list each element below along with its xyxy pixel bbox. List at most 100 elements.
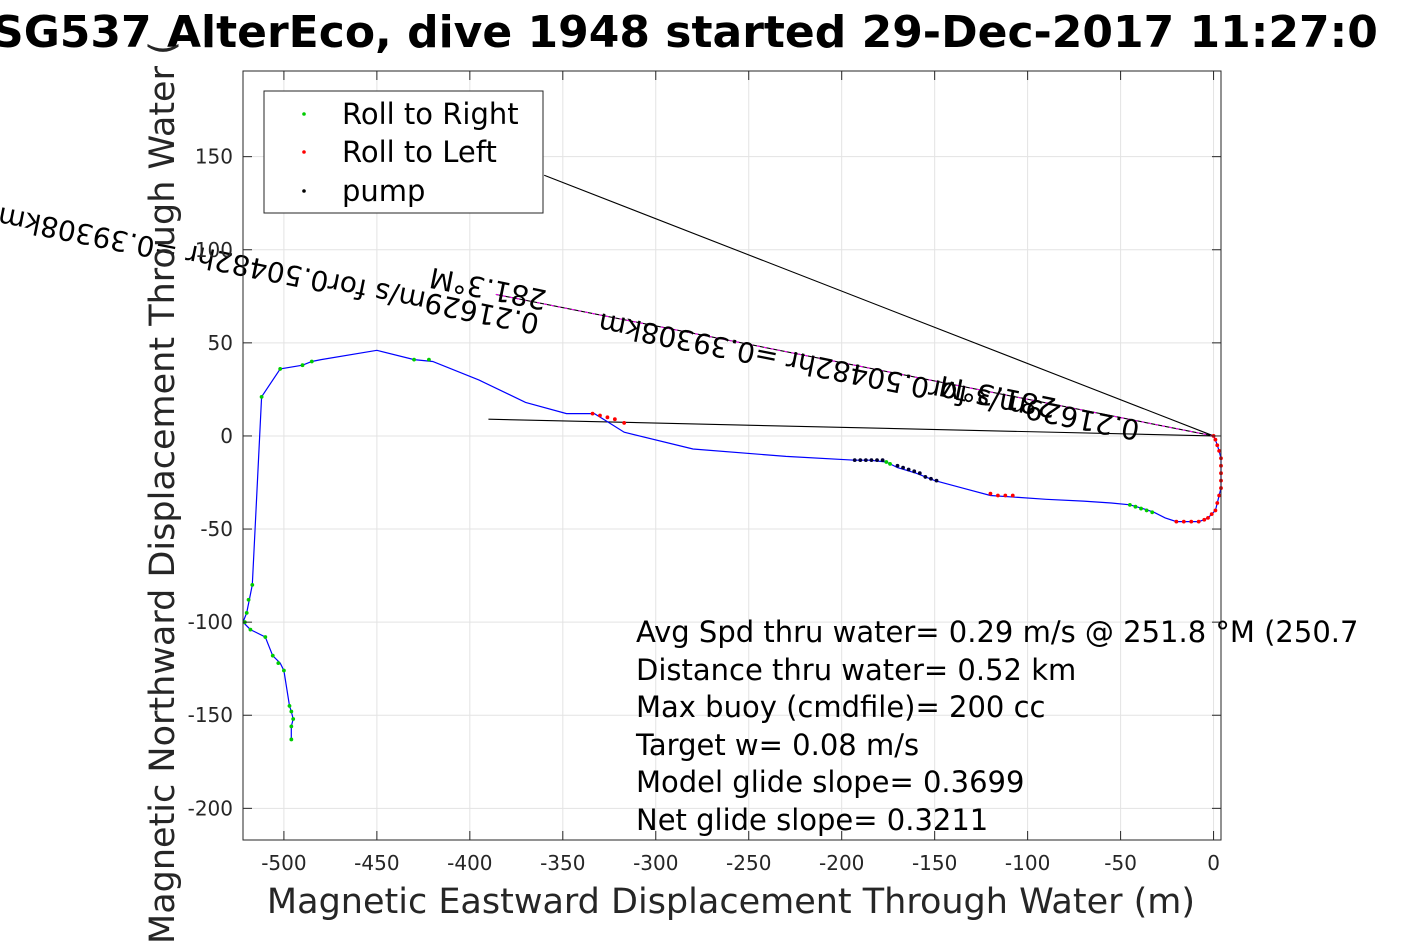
pump-point: [895, 463, 900, 468]
pump-point: [923, 475, 928, 479]
roll-left-point: [605, 415, 610, 420]
roll-left-point: [1215, 501, 1220, 505]
pump-point: [869, 458, 874, 463]
legend-marker-pump: [302, 189, 306, 193]
roll-left-point: [612, 417, 617, 422]
pump-point: [858, 458, 863, 463]
heading-reference-line: [544, 174, 1214, 437]
pump-point: [912, 469, 917, 474]
pump-point: [852, 458, 857, 463]
roll-left-point: [1181, 519, 1186, 524]
roll-right-point: [278, 367, 283, 371]
roll-left-point: [598, 413, 602, 418]
y-tick-label: -100: [188, 610, 233, 634]
roll-right-point: [289, 737, 294, 742]
y-tick-label: -150: [188, 703, 233, 727]
legend-label-roll-right: Roll to Right: [342, 97, 519, 131]
pump-point: [929, 476, 933, 481]
roll-left-point: [1217, 448, 1222, 453]
reference-lines: [488, 174, 1214, 437]
roll-left-point: [1202, 517, 1207, 522]
y-tick-label: -50: [200, 517, 233, 541]
roll-left-point: [1213, 437, 1218, 442]
roll-right-point: [309, 359, 314, 364]
roll-right-point: [276, 661, 281, 666]
net-glide-slope-text: Net glide slope= 0.3211: [636, 803, 988, 837]
roll-right-point: [246, 597, 251, 602]
roll-right-point: [282, 668, 286, 673]
roll-right-point: [1150, 510, 1155, 515]
roll-right-point: [263, 635, 268, 639]
x-tick-label: -100: [1005, 851, 1050, 875]
roll-right-point: [427, 357, 431, 362]
heading-reference-overlay: [495, 293, 1214, 437]
heading-reference-line: [488, 418, 1214, 437]
roll-right-point: [884, 460, 889, 464]
roll-right-point: [300, 363, 305, 368]
roll-left-point: [995, 493, 1000, 498]
legend-label-roll-left: Roll to Left: [342, 135, 497, 169]
roll-right-point: [244, 610, 249, 615]
roll-right-point: [250, 583, 255, 587]
x-tick-label: -200: [819, 851, 864, 875]
pump-point: [917, 471, 922, 476]
roll-left-point: [1003, 493, 1008, 498]
roll-left-point: [1217, 493, 1222, 498]
x-tick-label: -150: [912, 851, 957, 875]
roll-right-point: [1139, 506, 1143, 511]
distance-text: Distance thru water= 0.52 km: [636, 653, 1076, 687]
roll-right-point: [412, 357, 416, 362]
x-axis-label: Magnetic Eastward Displacement Through W…: [267, 882, 1195, 922]
pump-point: [863, 458, 868, 463]
y-tick-label: 0: [220, 424, 233, 448]
roll-left-point: [1010, 493, 1015, 498]
chart-title: SG537 AlterEco, dive 1948 started 29-Dec…: [0, 7, 1378, 58]
pump-point: [875, 458, 879, 463]
roll-right-point: [289, 709, 294, 714]
x-tick-label: -500: [261, 851, 306, 875]
target-w-text: Target w= 0.08 m/s: [635, 728, 919, 762]
roll-left-point: [590, 411, 595, 416]
roll-markers: [242, 357, 1223, 742]
roll-right-point: [888, 461, 892, 466]
roll-right-point: [1127, 502, 1132, 507]
roll-left-point: [1174, 519, 1179, 524]
x-tick-label: -400: [447, 851, 492, 875]
roll-right-point: [259, 394, 264, 399]
pump-point: [934, 478, 939, 483]
roll-right-point: [1133, 504, 1138, 509]
y-tick-label: 50: [208, 331, 233, 355]
roll-left-point: [1215, 443, 1220, 448]
roll-left-point: [988, 491, 993, 496]
stats-annotation: Avg Spd thru water= 0.29 m/s @ 251.8 °M …: [635, 615, 1358, 837]
y-tick-label: -200: [188, 796, 233, 820]
model-glide-slope-text: Model glide slope= 0.3699: [636, 765, 1024, 799]
axis-ticks: -500 -450 -400 -350 -300 -250 -200 -150 -100 -50 0…: [188, 71, 1221, 875]
roll-right-point: [270, 653, 275, 658]
legend: Roll to Right Roll to Left pump: [263, 90, 544, 214]
legend-marker-roll-right: [302, 112, 306, 116]
x-tick-label: -50: [1104, 851, 1137, 875]
x-tick-label: -250: [726, 851, 771, 875]
pump-point: [901, 465, 905, 470]
roll-left-point: [1209, 512, 1214, 517]
roll-right-point: [289, 724, 294, 729]
pump-point: [880, 458, 885, 463]
y-tick-label: 100: [195, 238, 233, 262]
roll-right-point: [287, 704, 292, 708]
legend-label-pump: pump: [342, 174, 425, 208]
roll-right-point: [248, 627, 253, 632]
max-buoy-text: Max buoy (cmdfile)= 200 cc: [636, 690, 1045, 724]
roll-left-point: [1206, 515, 1210, 520]
roll-right-point: [1144, 508, 1149, 513]
x-tick-label: -350: [540, 851, 585, 875]
avg-speed-text: Avg Spd thru water= 0.29 m/s @ 251.8 °M …: [636, 615, 1358, 649]
plot-frame: [242, 70, 1222, 841]
roll-left-point: [1189, 519, 1194, 524]
x-tick-label: 0: [1207, 851, 1220, 875]
roll-left-point: [622, 421, 627, 425]
roll-left-point: [1196, 519, 1201, 524]
roll-left-point: [1213, 508, 1218, 513]
pump-point: [906, 467, 911, 472]
